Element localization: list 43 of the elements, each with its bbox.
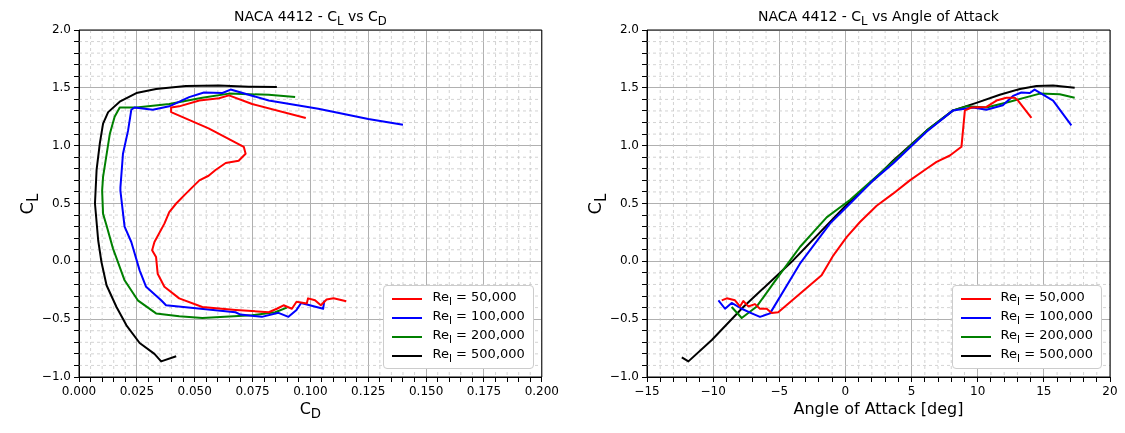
- y-tick-label: 1.5: [51, 79, 71, 94]
- y-tick-label: −0.5: [609, 311, 639, 326]
- x-tick-label: 0: [841, 384, 850, 399]
- x-tick-label: −15: [634, 384, 660, 399]
- y-tick-label: 1.5: [619, 79, 639, 94]
- legend-label: Re$_{l}$ = 100,000: [432, 308, 525, 327]
- x-tick-label: 10: [970, 384, 986, 399]
- y-tick-label: 0.0: [51, 253, 71, 268]
- legend-label: Re$_{l}$ = 200,000: [432, 327, 525, 346]
- x-tick-label: −5: [770, 384, 789, 399]
- x-tick-label: 0.000: [61, 384, 97, 399]
- x-axis-title: C$_{D}$: [299, 399, 322, 422]
- x-tick-label: 0.075: [235, 384, 270, 399]
- y-tick-label: 0.0: [619, 253, 639, 268]
- legend-label: Re$_{l}$ = 100,000: [1000, 308, 1093, 327]
- x-tick-label: 0.100: [293, 384, 328, 399]
- x-tick-label: 0.125: [351, 384, 386, 399]
- y-tick-label: −1.0: [41, 369, 71, 384]
- x-axis-title: Angle of Attack [deg]: [793, 399, 964, 418]
- legend-label: Re$_{l}$ = 50,000: [1000, 289, 1085, 308]
- y-tick-label: 1.0: [619, 137, 639, 152]
- chart-title: NACA 4412 - C$_{L}$ vs Angle of Attack: [758, 8, 999, 28]
- x-tick-label: 20: [1102, 384, 1118, 399]
- x-tick-label: 5: [907, 384, 916, 399]
- y-tick-label: 1.0: [51, 137, 71, 152]
- y-tick-label: 2.0: [619, 22, 639, 37]
- legend-label: Re$_{l}$ = 50,000: [432, 289, 517, 308]
- x-tick-label: 0.200: [524, 384, 559, 399]
- legend-label: Re$_{l}$ = 500,000: [432, 346, 525, 365]
- y-tick-label: 0.5: [51, 195, 71, 210]
- y-tick-label: −0.5: [41, 311, 71, 326]
- y-tick-label: 0.5: [619, 195, 639, 210]
- legend-label: Re$_{l}$ = 200,000: [1000, 327, 1093, 346]
- x-tick-label: 15: [1036, 384, 1052, 399]
- legend-label: Re$_{l}$ = 500,000: [1000, 346, 1093, 365]
- y-tick-label: 2.0: [51, 22, 71, 37]
- x-tick-label: 0.050: [177, 384, 212, 399]
- x-tick-label: −10: [700, 384, 726, 399]
- chart-title: NACA 4412 - C$_{L}$ vs C$_{D}$: [234, 8, 387, 28]
- x-tick-label: 0.150: [408, 384, 444, 399]
- y-tick-label: −1.0: [609, 369, 639, 384]
- x-tick-label: 0.025: [119, 384, 155, 399]
- x-tick-label: 0.175: [466, 384, 502, 399]
